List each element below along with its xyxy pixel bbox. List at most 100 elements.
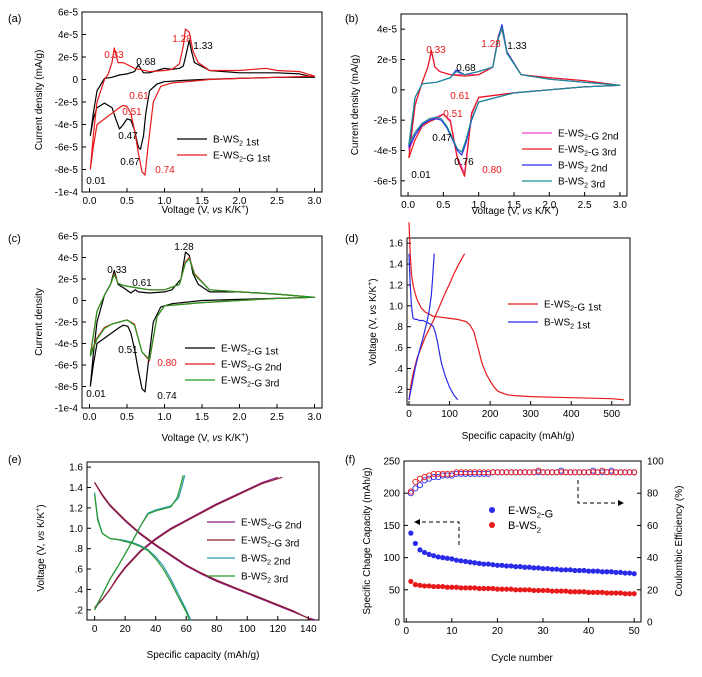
capacity-point-ews2g — [522, 564, 528, 570]
series-line — [408, 222, 624, 401]
x-tick-label: 1.5 — [195, 412, 209, 423]
y-tick-label: -2e-5 — [55, 98, 79, 109]
panel-f: 0 10 20 30 40 50 0 50 100 150 200 250 0 20 40 60 80 100 E-… — [383, 457, 664, 638]
y-tick-label: 0 — [72, 296, 78, 307]
peak-annotation: 0.68 — [456, 63, 476, 74]
legend-label: E-WS2-G 2nd — [558, 129, 619, 143]
capacity-point-ews2g — [531, 565, 537, 571]
y-tick-label: 250 — [383, 457, 400, 468]
ce-point-bws2 — [608, 469, 615, 476]
ce-point-bws2 — [444, 470, 451, 477]
capacity-point-ews2g — [458, 558, 464, 564]
series-line — [408, 28, 621, 177]
capacity-point-ews2g — [599, 569, 605, 575]
x-tick-label: 0.0 — [401, 200, 415, 211]
y-tick-label: -1e-4 — [55, 404, 79, 415]
capacity-point-ews2g — [435, 554, 441, 560]
ce-point-bws2 — [485, 469, 492, 476]
capacity-point-bws2 — [435, 583, 441, 590]
capacity-point-ews2g — [572, 567, 578, 574]
y2-tick-label: 80 — [647, 489, 659, 500]
capacity-point-bws2 — [444, 584, 450, 590]
y-axis-label-f: Specific Chage Capacity (mAh/g) — [362, 467, 373, 614]
x-tick-label: 400 — [563, 409, 580, 420]
capacity-point-bws2 — [563, 588, 569, 594]
panel-c: 0.0 0.5 1.0 1.5 2.0 2.5 3.0 -1e-4 -8e-5 -6e-5 -4e-… — [55, 232, 323, 423]
series-line — [89, 39, 316, 150]
peak-annotation: 0.61 — [129, 91, 149, 102]
series-line — [94, 482, 312, 621]
panel-label: (b) — [345, 13, 358, 25]
y-tick-label: 0 — [391, 85, 397, 96]
y-tick-label: -8e-5 — [55, 382, 79, 393]
y-tick-label: 2e-5 — [377, 55, 397, 66]
peak-annotation: 1.33 — [193, 41, 213, 52]
capacity-point-ews2g — [604, 569, 610, 575]
ce-point-bws2 — [439, 470, 446, 477]
x-tick-label: 2.5 — [270, 412, 284, 423]
capacity-point-bws2 — [627, 591, 633, 597]
peak-annotation: 0.33 — [107, 265, 127, 276]
capacity-point-bws2 — [576, 589, 583, 595]
panel-d: 0 100 200 300 400 500 .2 .4 .6 .8 1.0 1.2 1.4 1.6 E-WS… — [389, 222, 631, 420]
y-tick-label: 1.6 — [389, 239, 403, 250]
capacity-point-ews2g — [622, 570, 628, 576]
capacity-point-bws2 — [408, 578, 414, 585]
y2-tick-label: 20 — [647, 585, 659, 596]
y-axis-label-a: Current density (mA/g) — [34, 50, 45, 151]
ce-point-bws2 — [544, 469, 551, 476]
peak-annotation: 0.80 — [157, 358, 177, 369]
peak-annotation: 0.01 — [86, 176, 106, 187]
legend-label: B-WS2 2nd — [241, 554, 290, 568]
peak-annotation: 0.74 — [155, 165, 175, 176]
ce-point-bws2 — [626, 469, 633, 476]
x-axis-label-d: Specific capacity (mAh/g) — [462, 431, 575, 442]
legend-label: E-WS2-G 1st — [213, 151, 270, 165]
legend-label: B-WS2 — [508, 520, 541, 534]
x-tick-label: 0.5 — [436, 200, 450, 211]
capacity-point-ews2g — [617, 569, 624, 576]
ce-point-bws2 — [489, 469, 496, 476]
ce-point-bws2 — [539, 469, 547, 476]
x-tick-label: 300 — [522, 409, 539, 420]
y-tick-label: -6e-5 — [55, 361, 79, 372]
y-tick-label: 150 — [383, 521, 400, 532]
y-tick-label: 1.0 — [69, 524, 83, 535]
capacity-point-bws2 — [558, 588, 564, 594]
capacity-point-ews2g — [563, 567, 569, 573]
x-axis-label-b: Voltage (V, vs K/K+) — [471, 205, 558, 217]
x-tick-label: 140 — [300, 624, 317, 635]
series-line — [94, 494, 190, 621]
legend-swatch — [489, 507, 495, 513]
capacity-point-bws2 — [522, 587, 528, 593]
x-tick-label: 30 — [537, 626, 549, 637]
capacity-point-bws2 — [604, 590, 610, 596]
series-line — [89, 258, 316, 361]
peak-annotation: 0.74 — [157, 391, 177, 402]
y-tick-label: 0 — [394, 618, 400, 629]
capacity-point-bws2 — [467, 585, 473, 591]
legend-label: E-WS2-G 2nd — [241, 518, 302, 532]
series-line — [94, 492, 192, 621]
y-axis-label-c: Current density — [34, 288, 45, 356]
x-tick-label: 2.0 — [233, 196, 247, 207]
peak-annotation: 0.01 — [86, 389, 106, 400]
y-tick-label: .4 — [75, 585, 84, 596]
capacity-point-ews2g — [554, 566, 560, 572]
x-tick-label: 3.0 — [613, 200, 627, 211]
capacity-point-bws2 — [526, 587, 532, 593]
peak-annotation: 0.68 — [136, 57, 156, 68]
panel-e: 0 20 40 60 80 100 120 140 .2 .4 .6 .8 1.0 1.2 1.4 1.6 E-… — [69, 461, 320, 635]
capacity-point-bws2 — [476, 585, 482, 592]
y2-tick-label: 0 — [647, 618, 653, 629]
capacity-point-bws2 — [608, 590, 614, 596]
capacity-point-ews2g — [595, 568, 601, 574]
x-tick-label: 200 — [482, 409, 499, 420]
ce-point-bws2 — [590, 469, 597, 476]
ce-point-bws2 — [407, 488, 414, 495]
capacity-point-ews2g — [576, 567, 583, 574]
legend-label: E-WS2-G — [508, 505, 553, 520]
capacity-point-ews2g — [540, 565, 546, 572]
capacity-point-ews2g — [544, 565, 551, 572]
y-tick-label: -1e-4 — [55, 188, 79, 199]
